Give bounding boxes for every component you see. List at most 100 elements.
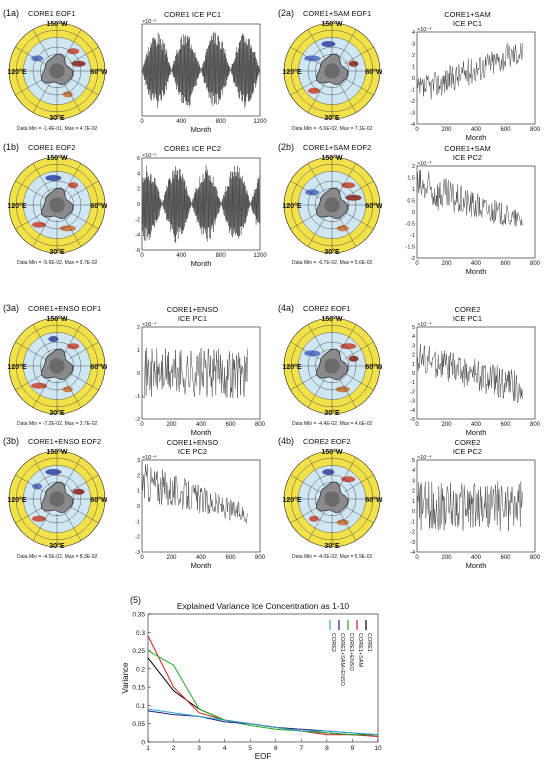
map-meridian [64, 163, 82, 193]
map-meridian [64, 511, 82, 541]
pc-timeseries: ×10⁻⁴ -4 -3 -2 -1 0 1 2 3 4 0 200 400 600 800 Month [410, 26, 541, 142]
ts-xtick-label: 1200 [253, 253, 267, 259]
map-meridian [339, 511, 357, 541]
ts-exponent: ×10⁻⁵ [142, 18, 157, 25]
series-line-2 [147, 650, 378, 736]
pole-cap [49, 197, 65, 213]
polar-map: 150°W 120°E 60°W 30°E [282, 154, 382, 256]
map-title: CORE1 EOF1 [28, 9, 76, 18]
map-anomaly-patch [336, 519, 349, 526]
ts-ytick-label: 2 [137, 325, 140, 331]
panel-id: (1a) [3, 8, 20, 18]
ts-xtick-label: 0 [415, 555, 419, 561]
ts-exponent: ×10⁻⁵ [142, 152, 157, 159]
map-meridian [69, 212, 99, 230]
x-tick-label: 9 [351, 745, 355, 752]
pc-timeseries: ×10⁻⁴ -5 -4 -3 -2 -1 0 1 2 3 4 5 0 200 400 600 800 Month [410, 321, 541, 437]
map-anomaly-patch [31, 382, 47, 389]
ts-title-line: CORE1+SAM [444, 10, 491, 19]
map-meridian [307, 511, 325, 541]
map-meridian [290, 78, 320, 96]
y-tick-label: 0.05 [132, 721, 145, 728]
x-tick-label: 8 [325, 745, 329, 752]
ts-title-line: ICE PC1 [452, 19, 483, 28]
map-meridian [69, 373, 99, 391]
map-meridian [15, 373, 45, 391]
map-meridian [15, 180, 45, 198]
ts-xtick-label: 400 [471, 261, 482, 267]
ts-xtick-label: 200 [166, 555, 177, 561]
ts-ytick-label: -4 [135, 233, 140, 239]
pc-series-line [141, 464, 248, 524]
pole-cap [49, 491, 65, 507]
pc-series-line [416, 344, 523, 403]
x-tick-label: 5 [248, 745, 252, 752]
map-meridian [290, 46, 320, 64]
map-anomaly-patch [322, 469, 335, 475]
map-anomaly-patch [59, 225, 76, 232]
ts-exponent: ×10⁻⁴ [142, 454, 157, 461]
ts-ytick-label: 4 [412, 30, 415, 36]
ts-xtick-label: 0 [140, 555, 144, 561]
legend-label: CORE1+SAM+ENSO [339, 633, 345, 687]
map-anomaly-patch [62, 386, 73, 393]
map-meridian [15, 212, 45, 230]
pole-cap [324, 63, 340, 79]
map-meridian [307, 217, 325, 247]
map-meridian [69, 341, 99, 359]
pc-series-line [416, 169, 523, 227]
map-longitude-label: 150°W [46, 154, 67, 162]
ts-xtick-label: 200 [441, 555, 452, 561]
map-title: CORE2 EOF1 [303, 304, 351, 313]
map-anomaly-patch [45, 469, 62, 475]
map-meridian [344, 180, 374, 198]
map-longitude-label: 120°E [7, 68, 26, 76]
ts-title-line: ICE PC1 [177, 314, 208, 323]
chart-plot-area [147, 613, 379, 743]
map-anomaly-patch [67, 48, 80, 55]
ts-title-line: CORE2 [454, 438, 481, 447]
map-anomaly-patch [304, 55, 321, 62]
legend-label: CORE2 [330, 633, 336, 652]
ts-xtick-label: 800 [530, 127, 541, 133]
ts-title-line: ICE PC1 [452, 314, 483, 323]
map-anomaly-patch [48, 336, 59, 342]
ts-ytick-label: -3 [135, 550, 140, 556]
y-tick-label: 0.2 [136, 666, 145, 673]
map-meridian [307, 324, 325, 354]
ts-xtick-label: 0 [415, 422, 419, 428]
ts-ytick-label: 5 [412, 325, 415, 331]
map-data-range: Data Min = -1.4E-01, Max = 4.7E-02 [17, 126, 98, 132]
ts-ytick-label: 0 [412, 371, 415, 377]
map-meridian [339, 378, 357, 408]
ts-ytick-label: 2 [137, 187, 140, 193]
pc-timeseries: ×10⁻⁴ -4 -3 -2 -1 0 1 2 3 4 5 0 200 400 600 800 Month [410, 454, 541, 570]
ts-ytick-label: -3 [410, 540, 415, 546]
pole-cap [324, 197, 340, 213]
map-meridian [290, 212, 320, 230]
map-longitude-label: 120°E [282, 202, 301, 210]
ts-xtick-label: 200 [441, 422, 452, 428]
chart-title: Explained Variance Ice Concentration as … [177, 601, 350, 611]
ts-xlabel: Month [191, 561, 212, 570]
map-title: CORE2 EOF2 [303, 437, 351, 446]
map-anomaly-patch [62, 91, 73, 98]
map-meridian [32, 324, 50, 354]
ts-xtick-label: 200 [441, 261, 452, 267]
map-anomaly-patch [336, 225, 349, 232]
pole-cap [324, 358, 340, 374]
map-meridian [69, 46, 99, 64]
ts-ytick-label: 1 [412, 499, 415, 505]
ts-ytick-label: 2 [412, 53, 415, 59]
ts-xtick-label: 400 [471, 555, 482, 561]
map-meridian [15, 341, 45, 359]
map-meridian [339, 217, 357, 247]
map-meridian [32, 29, 50, 59]
ts-xlabel: Month [191, 259, 212, 268]
x-tick-label: 4 [223, 745, 227, 752]
map-longitude-label: 60°W [365, 68, 382, 76]
ts-ytick-label: 0 [412, 509, 415, 515]
map-meridian [307, 163, 325, 193]
ts-title-line: CORE2 [454, 305, 481, 314]
ts-xtick-label: 800 [216, 119, 227, 125]
